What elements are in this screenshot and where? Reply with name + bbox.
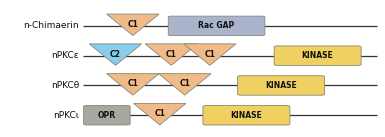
Text: KINASE: KINASE	[231, 111, 262, 120]
FancyBboxPatch shape	[274, 46, 361, 65]
Text: C1: C1	[154, 109, 165, 118]
Polygon shape	[184, 44, 236, 65]
Text: n-Chimaerin: n-Chimaerin	[23, 21, 79, 30]
Text: nPKCθ: nPKCθ	[51, 81, 79, 90]
Text: C1: C1	[127, 79, 138, 88]
Text: C1: C1	[127, 20, 138, 29]
Polygon shape	[107, 74, 159, 95]
FancyBboxPatch shape	[203, 105, 290, 125]
Text: nPKCε: nPKCε	[51, 51, 79, 60]
Polygon shape	[159, 74, 211, 95]
Polygon shape	[134, 103, 186, 125]
Text: KINASE: KINASE	[265, 81, 297, 90]
Polygon shape	[145, 44, 198, 65]
Text: KINASE: KINASE	[302, 51, 333, 60]
Polygon shape	[107, 14, 159, 35]
Text: C2: C2	[110, 49, 121, 58]
Polygon shape	[89, 44, 142, 65]
Text: nPKCι: nPKCι	[53, 111, 79, 120]
Text: Rac GAP: Rac GAP	[198, 21, 235, 30]
Text: OPR: OPR	[98, 111, 116, 120]
FancyBboxPatch shape	[168, 16, 265, 36]
Text: C1: C1	[179, 79, 190, 88]
Text: C1: C1	[204, 49, 215, 58]
FancyBboxPatch shape	[238, 76, 325, 95]
FancyBboxPatch shape	[84, 105, 130, 125]
Text: C1: C1	[166, 49, 177, 58]
